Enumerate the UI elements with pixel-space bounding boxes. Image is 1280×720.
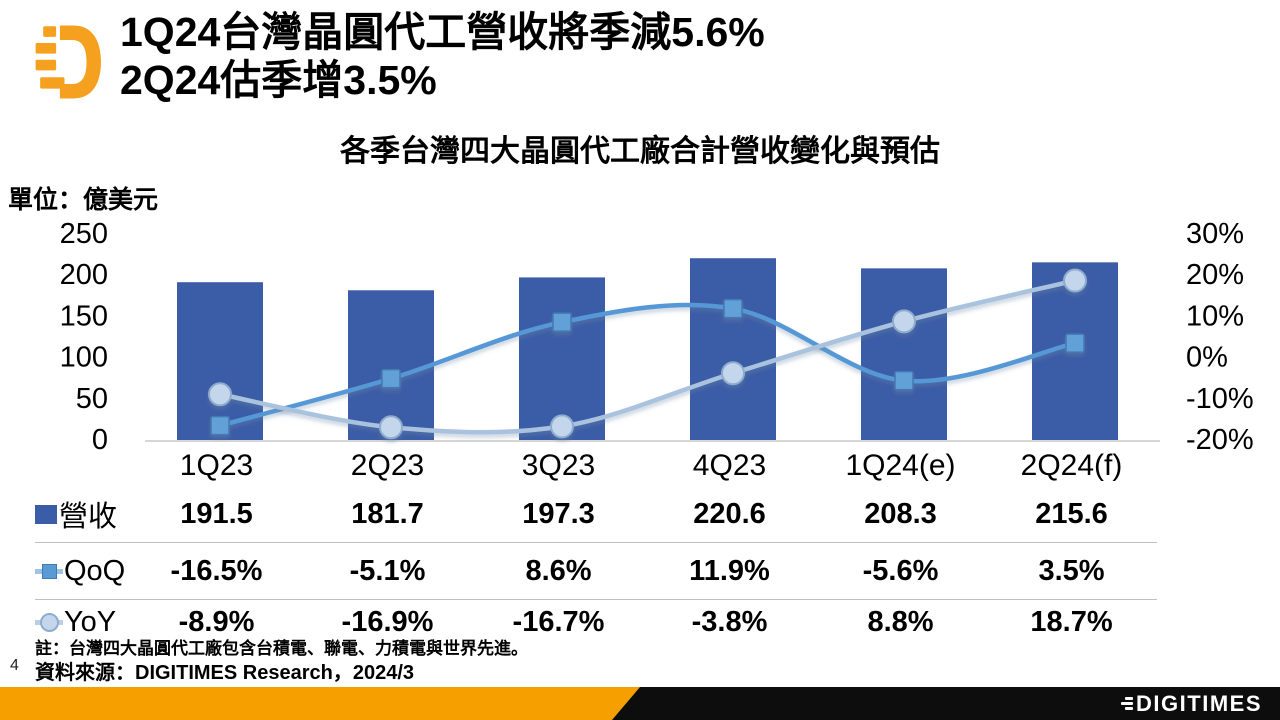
category-label: 1Q23 [179, 449, 254, 482]
revenue-value: 220.6 [693, 497, 766, 530]
revenue-legend-label: 營收 [59, 501, 118, 533]
category-header-row: 1Q23 2Q23 3Q23 4Q23 1Q24(e) 2Q24(f) [35, 446, 1157, 486]
qoq-marker [894, 370, 914, 391]
yoy-value: -8.9% [178, 605, 255, 638]
revenue-bar [348, 290, 434, 440]
right-axis-tick: 0% [1186, 342, 1228, 374]
right-axis-tick: -10% [1186, 383, 1254, 415]
qoq-value: -5.1% [349, 554, 426, 587]
category-label: 1Q24(e) [845, 449, 956, 482]
qoq-legend: QoQ [35, 555, 131, 588]
yoy-value: -16.9% [341, 605, 434, 638]
left-axis-tick: 100 [60, 342, 108, 374]
left-axis-tick: 150 [60, 300, 108, 332]
revenue-value: 181.7 [351, 497, 424, 530]
revenue-legend: 營收 [35, 493, 131, 535]
digitimes-wordmark: DIGITIMES [1121, 687, 1262, 720]
yoy-legend-label: YoY [64, 605, 117, 638]
qoq-line-series [210, 298, 1085, 436]
qoq-value: 8.6% [525, 554, 592, 587]
qoq-value: -5.6% [862, 554, 939, 587]
page-title: 1Q24台灣晶圓代工營收將季減5.6% 2Q24估季增3.5% [120, 8, 1220, 104]
revenue-legend-icon [35, 504, 57, 524]
yoy-marker [1063, 268, 1087, 293]
revenue-value: 191.5 [180, 497, 253, 530]
category-label: 4Q23 [692, 449, 767, 482]
qoq-marker [723, 298, 743, 319]
left-axis-tick: 200 [60, 259, 108, 291]
footer-bar: DIGITIMES [0, 687, 1280, 720]
combo-chart: 250 200 150 100 50 0 30% 20% 10% 0% -10% -20% [60, 218, 1254, 456]
yoy-legend: YoY [35, 606, 131, 639]
yoy-marker [550, 414, 574, 439]
left-axis-tick: 50 [76, 383, 108, 415]
yoy-value: 18.7% [1030, 605, 1113, 638]
revenue-value: 208.3 [864, 497, 937, 530]
qoq-value: 11.9% [689, 554, 770, 587]
revenue-bar [690, 258, 776, 440]
qoq-row: QoQ -16.5% -5.1% 8.6% 11.9% -5.6% 3.5% [35, 542, 1157, 599]
source-line: 資料來源：DIGITIMES Research，2024/3 [35, 662, 415, 684]
revenue-bar [177, 282, 263, 440]
left-axis-tick: 250 [60, 218, 108, 250]
revenue-row: 營收 191.5 181.7 197.3 220.6 208.3 215.6 [35, 486, 1157, 542]
yoy-value: 8.8% [867, 605, 934, 638]
qoq-value: -16.5% [170, 554, 263, 587]
yoy-value: -3.8% [691, 605, 768, 638]
revenue-value: 215.6 [1035, 497, 1108, 530]
page-number: 4 [10, 657, 19, 674]
yoy-value: -16.7% [512, 605, 605, 638]
yoy-row: YoY -8.9% -16.9% -16.7% -3.8% 8.8% 18.7% [35, 599, 1157, 644]
footer-orange-stripe [0, 687, 640, 720]
right-axis-tick: 30% [1186, 218, 1244, 250]
qoq-marker [1065, 333, 1085, 353]
qoq-line [217, 302, 1078, 428]
unit-label: 單位：億美元 [8, 186, 159, 214]
right-axis-tick: 20% [1186, 259, 1244, 291]
qoq-marker [552, 312, 572, 332]
chart-data-table: 1Q23 2Q23 3Q23 4Q23 1Q24(e) 2Q24(f) 營收 191.5 181… [35, 446, 1157, 644]
yoy-legend-icon [35, 612, 63, 632]
yoy-marker [379, 415, 403, 440]
yoy-marker [892, 309, 916, 334]
page-title-line2: 2Q24估季增3.5% [120, 57, 437, 103]
qoq-marker [381, 368, 401, 389]
digitimes-wordmark-text: DIGITIMES [1136, 690, 1262, 716]
qoq-marker [210, 415, 230, 436]
revenue-bar [861, 268, 947, 440]
page-title-line1: 1Q24台灣晶圓代工營收將季減5.6% [120, 9, 765, 55]
yoy-marker [208, 382, 232, 407]
speed-lines-icon [1121, 697, 1134, 710]
qoq-value: 3.5% [1038, 554, 1105, 587]
yoy-line [217, 278, 1078, 435]
revenue-value: 197.3 [522, 497, 595, 530]
category-label: 2Q23 [350, 449, 425, 482]
yoy-line-series [208, 268, 1087, 440]
digitimes-d-logo [35, 25, 101, 99]
right-axis-tick: -20% [1186, 424, 1254, 456]
qoq-legend-icon [35, 563, 63, 579]
right-axis-tick: 10% [1186, 300, 1244, 332]
revenue-bar [519, 277, 605, 440]
qoq-legend-label: QoQ [64, 554, 126, 587]
category-label: 2Q24(f) [1020, 449, 1123, 482]
category-label: 3Q23 [521, 449, 596, 482]
left-axis-tick: 0 [92, 424, 108, 456]
yoy-marker [721, 361, 745, 386]
chart-title: 各季台灣四大晶圓代工廠合計營收變化與預估 [340, 135, 940, 168]
footnote: 註：台灣四大晶圓代工廠包含台積電、聯電、力積電與世界先進。 [35, 639, 528, 658]
